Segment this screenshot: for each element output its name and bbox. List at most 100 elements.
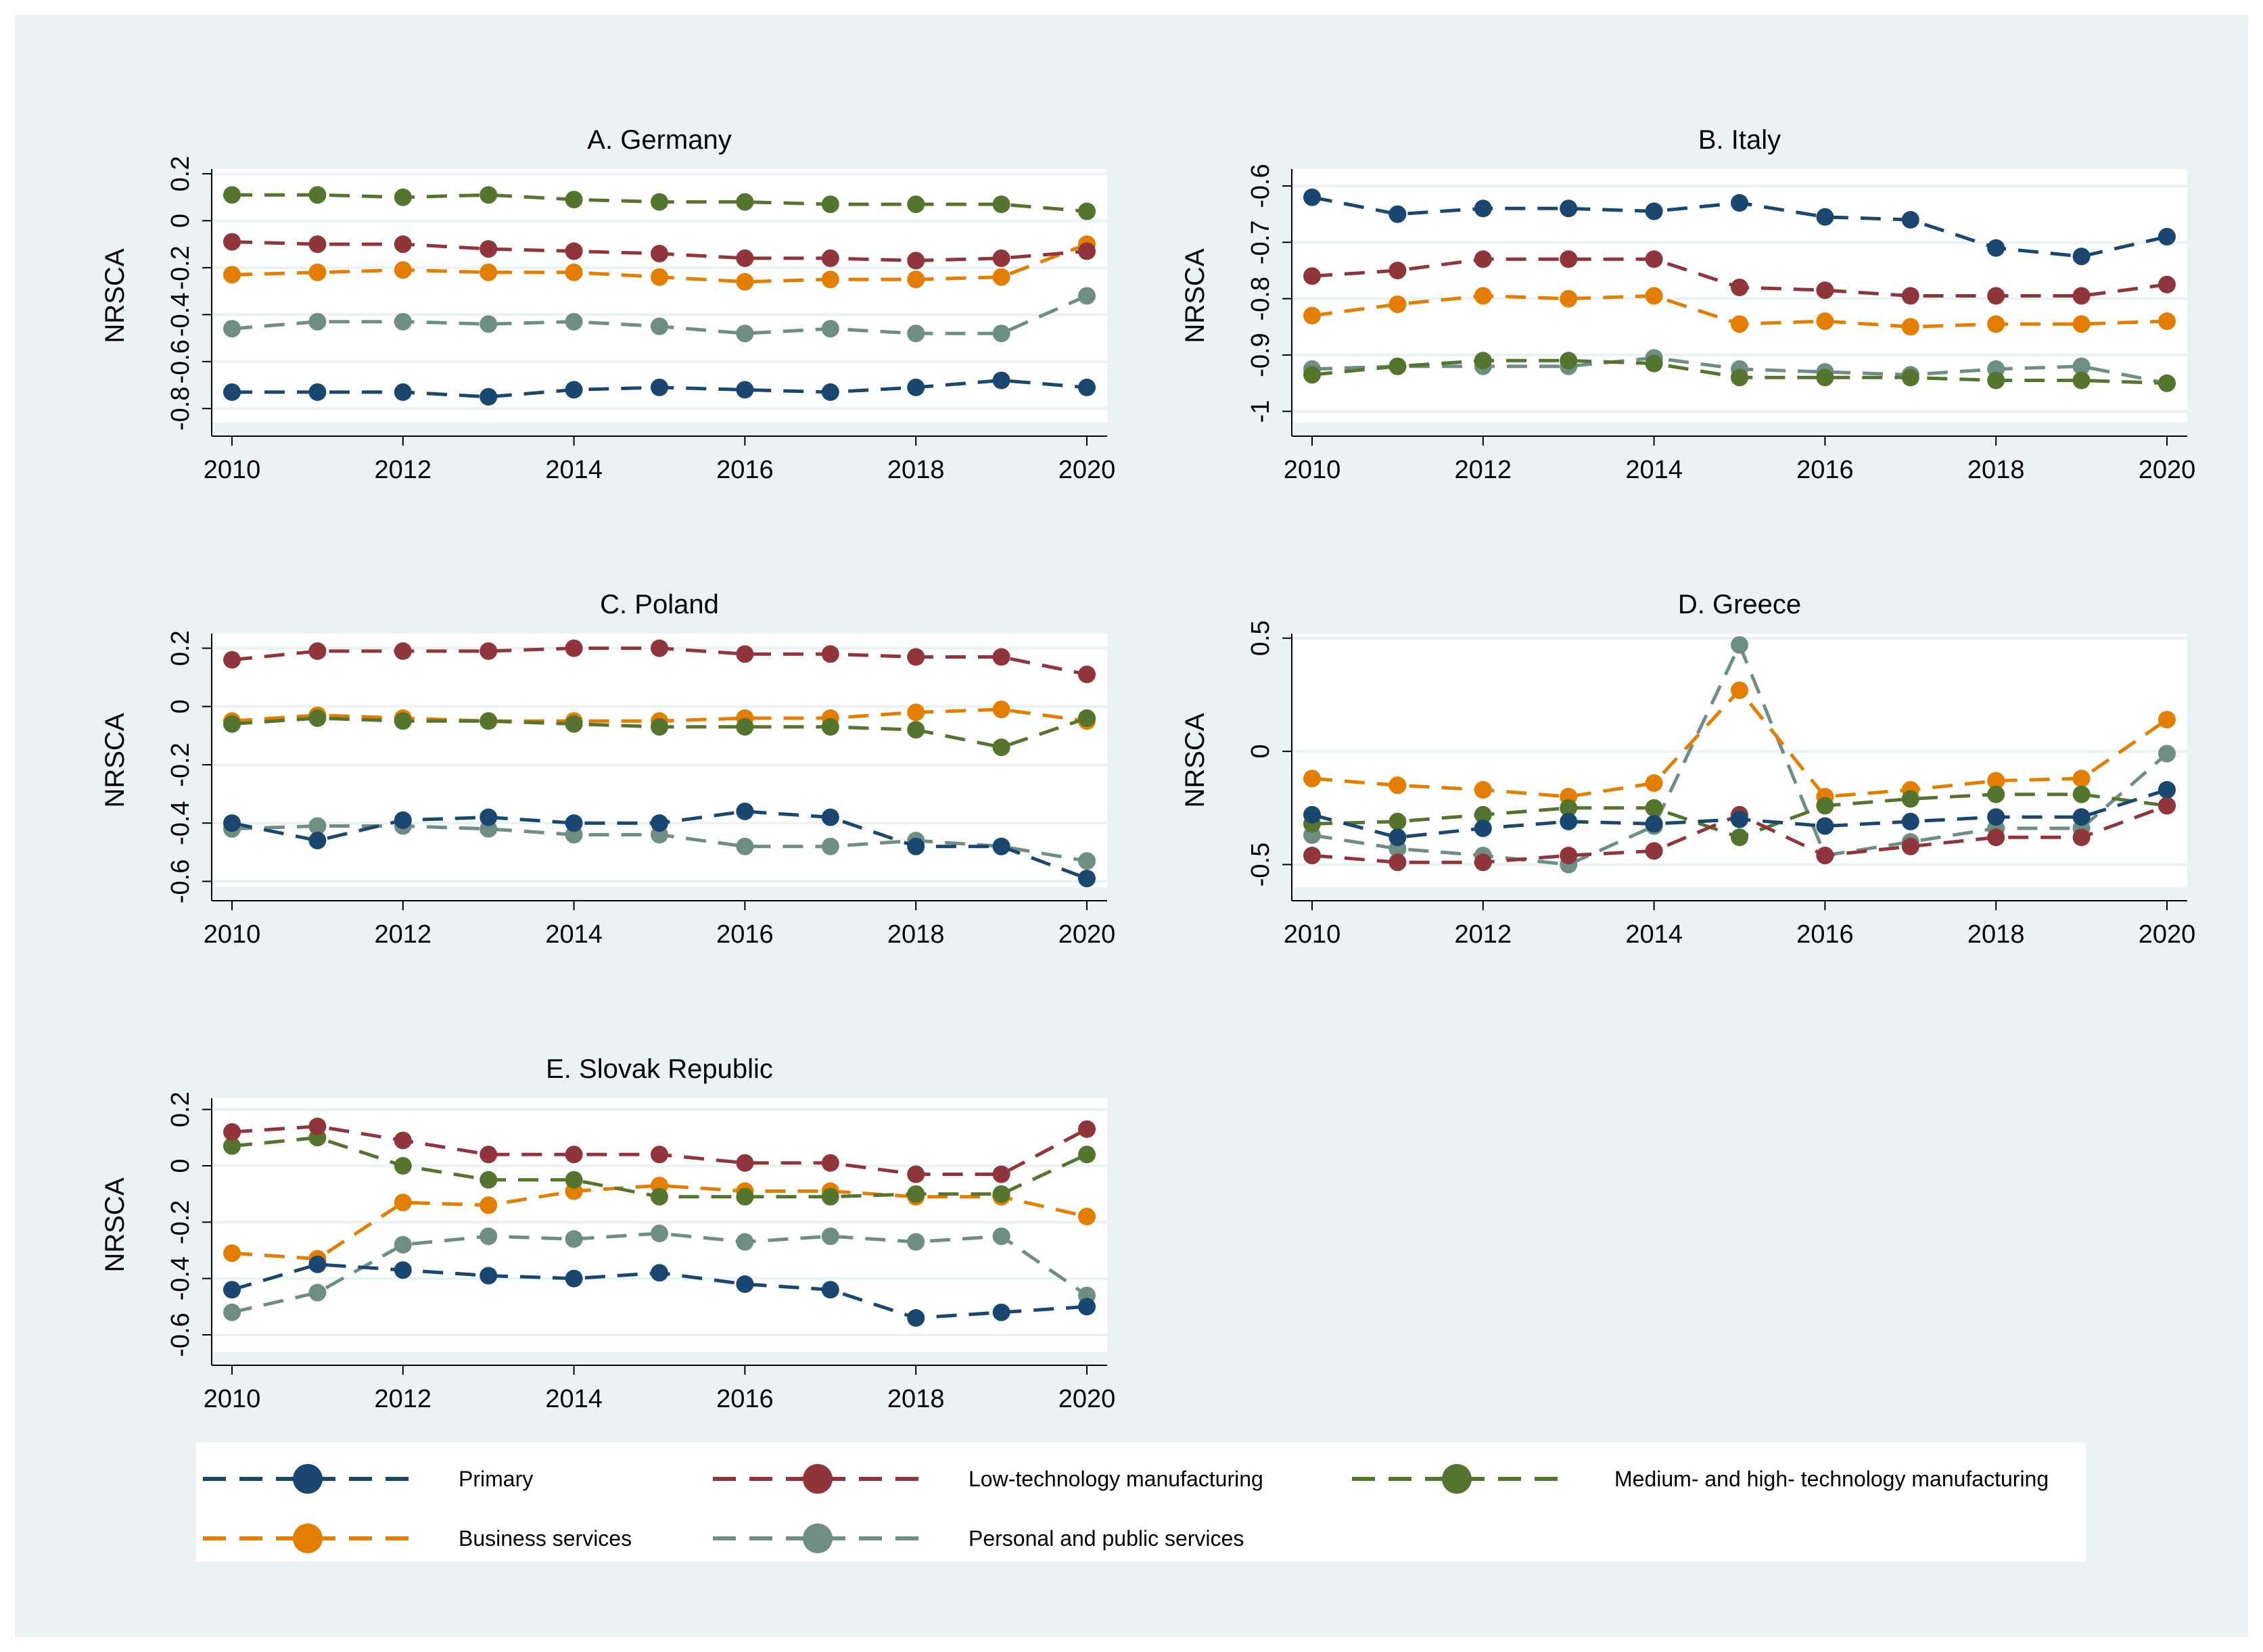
panel-title: A. Germany	[587, 125, 731, 155]
data-point-medhigh-2019	[992, 738, 1010, 757]
data-point-business-2015	[651, 268, 668, 286]
data-point-primary-2020	[2158, 228, 2176, 245]
panel-title: D. Greece	[1678, 590, 1801, 619]
data-point-medhigh-2014	[565, 191, 583, 209]
data-point-primary-2014	[565, 814, 583, 832]
data-point-business-2011	[1389, 296, 1407, 313]
y-tick-label: -0.4	[166, 1256, 195, 1300]
data-point-medhigh-2010	[223, 186, 241, 204]
data-point-primary-2010	[223, 814, 241, 832]
y-tick-label: 0	[166, 1158, 195, 1173]
data-point-personal-2019	[992, 325, 1010, 343]
data-point-low-2015	[1731, 279, 1748, 296]
data-point-primary-2017	[1901, 211, 1919, 229]
data-point-medhigh-2015	[651, 193, 668, 211]
y-tick-label: -0.4	[166, 293, 195, 337]
data-point-medhigh-2011	[1389, 357, 1407, 375]
x-tick-label: 2014	[545, 920, 603, 949]
data-point-low-2014	[565, 639, 583, 657]
data-point-low-2013	[1560, 847, 1578, 865]
data-point-primary-2012	[394, 1261, 412, 1279]
data-point-medhigh-2017	[1901, 369, 1919, 387]
data-point-personal-2015	[651, 1225, 668, 1242]
data-point-primary-2020	[1078, 1298, 1096, 1316]
data-point-business-2016	[1816, 312, 1834, 330]
data-point-medhigh-2014	[565, 1171, 583, 1189]
data-point-medhigh-2016	[1816, 369, 1834, 387]
data-point-medhigh-2011	[308, 186, 327, 204]
data-point-low-2011	[1389, 262, 1407, 279]
data-point-primary-2016	[1816, 208, 1834, 226]
y-tick-label: 0	[1246, 745, 1275, 759]
data-point-primary-2018	[907, 378, 925, 396]
data-point-primary-2017	[821, 383, 839, 401]
data-point-primary-2020	[1078, 870, 1096, 888]
x-tick-label: 2012	[1455, 456, 1512, 484]
data-point-primary-2015	[651, 814, 668, 832]
data-point-business-2019	[992, 268, 1010, 286]
data-point-low-2010	[223, 651, 241, 669]
data-point-primary-2013	[480, 387, 498, 406]
data-point-low-2014	[565, 242, 583, 260]
x-tick-label: 2014	[545, 456, 603, 484]
x-tick-label: 2018	[1967, 456, 2025, 484]
data-point-business-2013	[480, 1196, 498, 1214]
data-point-low-2018	[907, 1165, 925, 1183]
x-tick-label: 2016	[716, 920, 774, 949]
data-point-business-2013	[480, 263, 498, 281]
data-point-medhigh-2010	[1303, 366, 1321, 384]
data-point-business-2017	[821, 270, 839, 289]
data-point-low-2016	[736, 645, 754, 663]
data-point-low-2016	[1816, 847, 1834, 865]
y-tick-label: -0.6	[166, 859, 195, 903]
data-point-business-2018	[1987, 772, 2005, 790]
data-point-personal-2020	[1078, 852, 1096, 870]
data-point-personal-2013	[480, 1227, 498, 1246]
panel-italy: B. Italy -0.6 -0.7 -0.8 -0.9 -1 2010 2012 2014 20…	[1180, 125, 2195, 484]
data-point-medhigh-2019	[992, 195, 1010, 214]
data-point-low-2018	[1987, 287, 2005, 305]
data-point-business-2012	[1474, 287, 1492, 305]
data-point-primary-2019	[2072, 247, 2091, 266]
data-point-low-2014	[565, 1146, 583, 1164]
legend-label: Low-technology manufacturing	[969, 1467, 1263, 1491]
data-point-medhigh-2012	[394, 188, 412, 206]
x-tick-label: 2012	[1455, 920, 1512, 949]
data-point-primary-2014	[565, 381, 583, 399]
x-tick-label: 2012	[375, 456, 432, 484]
data-point-medhigh-2017	[821, 195, 839, 214]
data-point-business-2012	[1474, 781, 1492, 799]
data-point-low-2019	[992, 249, 1010, 267]
legend-label: Business services	[459, 1526, 632, 1551]
data-point-low-2019	[2072, 828, 2091, 847]
data-point-low-2012	[394, 642, 412, 660]
data-point-personal-2020	[1078, 287, 1096, 305]
data-point-medhigh-2013	[480, 186, 498, 204]
legend-entry-primary: Primary	[203, 1464, 533, 1494]
data-point-personal-2017	[821, 837, 839, 855]
legend-entry-medhigh: Medium- and high- technology manufacturi…	[1352, 1464, 2049, 1494]
data-point-low-2014	[1645, 250, 1663, 268]
data-point-business-2015	[1731, 315, 1748, 333]
data-point-primary-2014	[1645, 815, 1663, 833]
data-point-personal-2012	[394, 312, 412, 331]
data-point-primary-2013	[1560, 199, 1578, 218]
data-point-business-2019	[2072, 315, 2091, 333]
data-point-personal-2019	[2072, 357, 2091, 375]
data-point-personal-2012	[394, 1235, 412, 1254]
figure-background: A. Germany 0.2 0 -0.2 -0.4 -0.6 -0.8 2010 2012 20…	[15, 15, 2248, 1637]
data-point-low-2015	[651, 245, 668, 262]
data-point-low-2010	[223, 233, 241, 251]
data-point-primary-2019	[992, 1303, 1010, 1321]
legend: Primary Low-technology manufacturing Mediu…	[196, 1442, 2086, 1561]
panel-slovak: E. Slovak Republic 0.2 0 -0.2 -0.4 -0.6 2010 20…	[100, 1054, 1115, 1413]
legend-marker	[803, 1524, 833, 1553]
y-tick-label: 0.5	[1246, 620, 1275, 656]
data-point-personal-2018	[907, 1233, 925, 1251]
data-point-low-2017	[821, 645, 839, 663]
data-point-business-2019	[992, 701, 1010, 719]
legend-marker	[1442, 1464, 1472, 1494]
series-line-personal	[231, 1231, 1088, 1315]
data-point-personal-2011	[308, 817, 327, 835]
y-tick-label: 0	[166, 214, 195, 228]
